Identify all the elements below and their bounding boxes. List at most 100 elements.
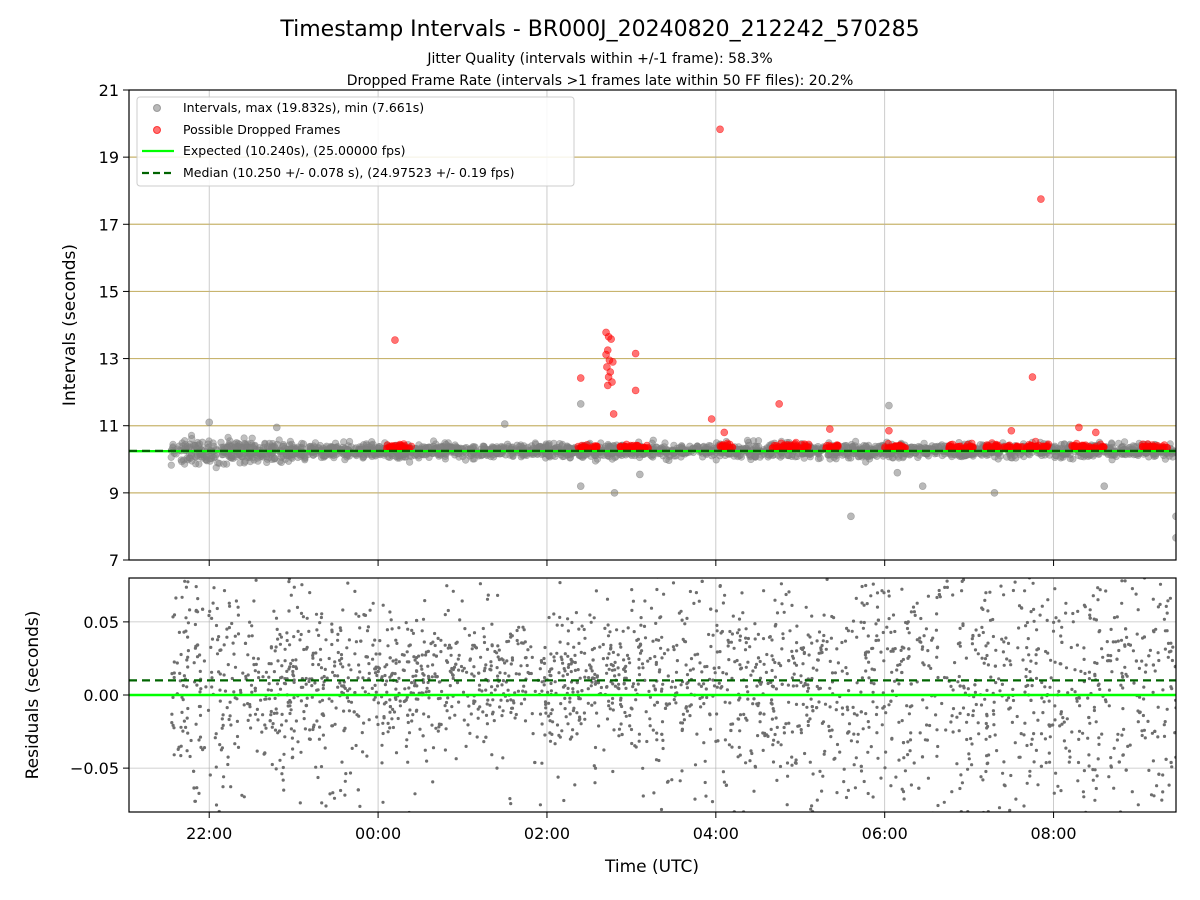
residual-point xyxy=(629,727,634,732)
interval-point xyxy=(299,440,308,448)
interval-point xyxy=(254,457,262,465)
interval-point xyxy=(576,400,585,408)
residual-point xyxy=(827,729,832,733)
residual-point xyxy=(666,779,670,783)
residual-point xyxy=(432,653,436,657)
residual-point xyxy=(667,702,672,706)
residual-point xyxy=(732,646,736,650)
residual-point xyxy=(809,807,813,811)
residual-point xyxy=(572,645,576,649)
intervals-axes-frame xyxy=(128,89,1177,561)
residual-point xyxy=(867,660,871,664)
residual-point xyxy=(739,666,744,670)
residual-point xyxy=(525,663,529,668)
interval-point xyxy=(215,459,223,467)
residual-point xyxy=(1014,797,1018,801)
residual-point xyxy=(707,632,711,637)
residual-point xyxy=(775,725,779,730)
residual-point xyxy=(915,601,919,605)
residual-point xyxy=(516,642,520,646)
residual-point xyxy=(197,738,201,742)
residual-point xyxy=(365,754,369,758)
residual-point xyxy=(951,730,955,734)
residual-point xyxy=(828,705,832,709)
residual-point xyxy=(266,688,270,692)
residual-point xyxy=(613,684,618,688)
residual-point xyxy=(637,732,642,736)
residual-point xyxy=(715,712,719,716)
residual-point xyxy=(338,626,342,630)
residual-point xyxy=(594,589,599,593)
residual-point xyxy=(779,664,783,668)
residual-point xyxy=(246,718,250,723)
residual-point xyxy=(446,646,450,650)
residual-point xyxy=(1066,691,1070,695)
residual-point xyxy=(801,662,805,666)
residual-point xyxy=(336,685,340,689)
residual-point xyxy=(887,594,891,598)
residual-point xyxy=(405,738,409,742)
intervals-y-tick-label: 13 xyxy=(99,350,119,369)
residual-point xyxy=(542,683,546,687)
residual-point xyxy=(843,639,848,643)
dropped-frame-point xyxy=(1039,442,1048,451)
residual-point xyxy=(623,710,627,715)
residual-point xyxy=(292,729,296,733)
residual-point xyxy=(725,688,730,692)
intervals-legend: Intervals, max (19.832s), min (7.661s) P… xyxy=(136,96,575,187)
residual-point xyxy=(788,629,792,633)
residual-point xyxy=(1053,718,1057,722)
residual-point xyxy=(1032,711,1036,715)
residual-point xyxy=(634,745,638,749)
interval-point xyxy=(406,458,414,466)
residual-point xyxy=(605,717,610,721)
residual-point xyxy=(977,732,981,736)
residual-point xyxy=(188,608,192,612)
residual-point xyxy=(790,649,794,654)
residual-point xyxy=(1119,638,1124,642)
residual-point xyxy=(339,788,343,793)
residual-point xyxy=(1117,648,1121,653)
residual-point xyxy=(926,594,931,598)
residual-point xyxy=(340,690,344,694)
residual-point xyxy=(373,638,377,642)
residual-point xyxy=(984,737,988,741)
residual-point xyxy=(688,668,693,672)
residual-point xyxy=(361,686,365,690)
residual-point xyxy=(979,775,983,779)
residual-point xyxy=(375,715,379,719)
residual-point xyxy=(289,662,293,666)
residual-point xyxy=(374,665,378,669)
residual-point xyxy=(1004,636,1008,640)
residual-point xyxy=(1092,708,1096,713)
residual-point xyxy=(263,723,267,727)
residual-point xyxy=(509,802,513,806)
residual-point xyxy=(509,662,513,666)
residual-point xyxy=(385,628,389,632)
interval-point xyxy=(1020,453,1028,461)
residual-point xyxy=(754,662,759,667)
residual-point xyxy=(653,687,657,691)
residual-point xyxy=(466,723,470,727)
residual-point xyxy=(637,739,641,743)
residual-point xyxy=(307,629,311,634)
residual-point xyxy=(967,757,971,761)
residual-point xyxy=(208,609,212,614)
residual-point xyxy=(631,685,635,689)
residual-point xyxy=(325,676,329,680)
residual-point xyxy=(607,652,611,656)
interval-point xyxy=(636,470,644,479)
residual-point xyxy=(970,742,974,746)
residual-point xyxy=(1142,697,1146,701)
residual-point xyxy=(560,623,564,627)
residual-point xyxy=(248,713,252,717)
residual-point xyxy=(602,748,606,752)
residual-point xyxy=(825,578,829,581)
residual-point xyxy=(505,699,509,703)
residual-point xyxy=(1109,756,1113,760)
residual-point xyxy=(1091,778,1095,782)
residual-point xyxy=(226,762,230,767)
residual-point xyxy=(606,634,611,638)
residual-point xyxy=(866,750,870,754)
residual-point xyxy=(661,682,665,686)
